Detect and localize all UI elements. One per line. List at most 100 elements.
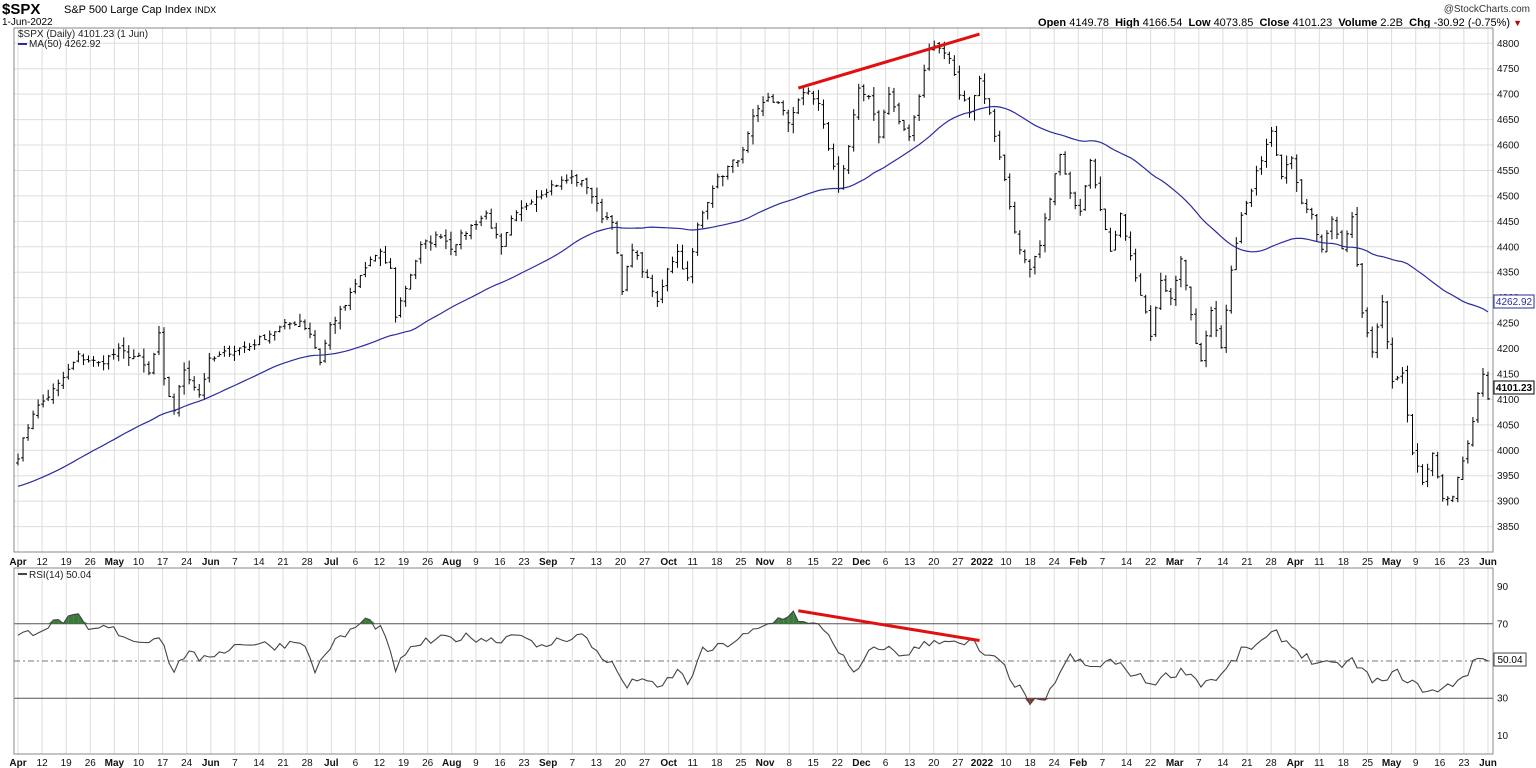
price-gridlines [14, 28, 1493, 754]
x-tick-label: Apr [9, 557, 26, 568]
x-tick-label: 20 [615, 557, 627, 568]
price-tick-label: 4750 [1497, 64, 1520, 75]
x-tick-label-bottom: 24 [181, 758, 193, 768]
rsi-overbought-fill [788, 611, 794, 624]
x-tick-label-bottom: 24 [1049, 758, 1061, 768]
ma50-line [17, 105, 1489, 487]
x-tick-label: Dec [852, 557, 871, 568]
x-tick-label: 22 [832, 557, 844, 568]
rsi-tick-label: 10 [1497, 731, 1509, 742]
x-tick-label-bottom: 9 [1413, 758, 1419, 768]
x-tick-label: 7 [1100, 557, 1106, 568]
price-tick-label: 3850 [1497, 522, 1520, 533]
x-tick-label: 12 [374, 557, 386, 568]
x-tick-label: 13 [904, 557, 916, 568]
open-value: 4149.78 [1069, 17, 1109, 29]
chg-value: -30.92 (-0.75%) [1433, 17, 1511, 29]
x-tick-label-bottom: 11 [1314, 758, 1325, 768]
price-tick-label: 3950 [1497, 471, 1520, 482]
x-tick-label-bottom: 17 [157, 758, 169, 768]
x-tick-label-bottom: 28 [302, 758, 314, 768]
x-tick-label-bottom: 14 [1121, 758, 1133, 768]
x-tick-label-bottom: Apr [1287, 758, 1304, 768]
x-tick-label: 12 [37, 557, 49, 568]
price-legend-label: $SPX (Daily) 4101.23 (1 Jun) [18, 29, 148, 40]
rsi-legend-label: RSI(14) 50.04 [29, 570, 92, 581]
x-tick-label: Apr [1287, 557, 1304, 568]
x-tick-label-bottom: 27 [639, 758, 651, 768]
x-tick-label-bottom: 11 [688, 758, 699, 768]
x-tick-label-bottom: 12 [37, 758, 49, 768]
price-tick-label: 4600 [1497, 141, 1520, 152]
x-tick-label: 27 [952, 557, 964, 568]
copyright[interactable]: @StockCharts.com [1443, 4, 1530, 15]
price-tick-label: 4450 [1497, 217, 1520, 228]
x-tick-label: May [105, 557, 125, 568]
price-tick-label: 4350 [1497, 268, 1520, 279]
price-legend: $SPX (Daily) 4101.23 (1 Jun) MA(50) 4262… [18, 29, 148, 50]
x-tick-label-bottom: 2022 [971, 758, 994, 768]
price-trendline [797, 32, 980, 90]
x-tick-label: Feb [1069, 557, 1087, 568]
x-tick-label: 26 [85, 557, 97, 568]
x-tick-label-bottom: 15 [808, 758, 820, 768]
x-tick-label-bottom: 26 [422, 758, 434, 768]
x-tick-label: 9 [1413, 557, 1419, 568]
rsi-tick-label: 90 [1497, 582, 1509, 593]
x-tick-label: 18 [1025, 557, 1037, 568]
x-tick-label-bottom: Jun [1479, 758, 1497, 768]
x-tick-label: Jun [202, 557, 220, 568]
x-tick-label: 20 [928, 557, 940, 568]
x-tick-label: 22 [1145, 557, 1157, 568]
x-tick-label: 2022 [971, 557, 994, 568]
x-tick-label-bottom: Sep [539, 758, 557, 768]
x-tick-label: 19 [61, 557, 73, 568]
rsi-overbought-fill [73, 613, 79, 624]
rsi-tick-label: 30 [1497, 694, 1509, 705]
x-tick-label: 14 [1121, 557, 1133, 568]
volume-label: Volume [1338, 17, 1378, 29]
x-tick-label-bottom: 25 [735, 758, 747, 768]
exchange-text: INDX [194, 5, 217, 15]
ma-value: 4262.92 [1496, 297, 1533, 308]
price-bars [16, 40, 1490, 506]
rsi-value: 50.04 [1497, 655, 1522, 666]
x-tick-label-bottom: 7 [232, 758, 238, 768]
x-tick-label-bottom: 9 [473, 758, 479, 768]
ohlc-summary: Open 4149.78 High 4166.54 Low 4073.85 Cl… [1038, 17, 1522, 29]
price-tick-label: 4800 [1497, 39, 1520, 50]
x-tick-label: Oct [660, 557, 677, 568]
price-tick-label: 4700 [1497, 90, 1520, 101]
price-tick-label: 4200 [1497, 344, 1520, 355]
price-tick-label: 4650 [1497, 115, 1520, 126]
x-tick-label: 7 [1196, 557, 1202, 568]
x-tick-label-bottom: 8 [786, 758, 792, 768]
price-tick-label: 4100 [1497, 395, 1520, 406]
high-label: High [1115, 17, 1140, 29]
x-tick-label: May [1382, 557, 1402, 568]
x-tick-label-bottom: Apr [9, 758, 26, 768]
x-tick-label: 21 [278, 557, 290, 568]
index-name-text: S&P 500 Large Cap Index [64, 4, 192, 16]
x-tick-label: 23 [519, 557, 531, 568]
x-tick-label-bottom: 20 [615, 758, 627, 768]
x-tick-label: 11 [1314, 557, 1325, 568]
x-tick-label: 10 [133, 557, 145, 568]
last-price-tag: 4101.23 [1493, 380, 1535, 395]
rsi-legend: RSI(14) 50.04 [18, 570, 92, 581]
x-tick-label-bottom: 26 [85, 758, 97, 768]
last-price-value: 4101.23 [1496, 383, 1533, 394]
x-tick-label: 6 [353, 557, 359, 568]
x-tick-label: 8 [786, 557, 792, 568]
x-tick-label-bottom: 18 [1338, 758, 1350, 768]
x-tick-label: 9 [473, 557, 479, 568]
ma-legend-label: MA(50) 4262.92 [29, 39, 101, 50]
x-tick-label: 26 [422, 557, 434, 568]
x-tick-label-bottom: 13 [591, 758, 603, 768]
x-tick-label-bottom: 13 [904, 758, 916, 768]
x-tick-label-bottom: 6 [883, 758, 889, 768]
x-tick-label-bottom: 21 [1241, 758, 1253, 768]
price-y-axis: 3850390039504000405041004150420042504300… [1497, 39, 1520, 533]
x-tick-label-bottom: Nov [756, 758, 775, 768]
